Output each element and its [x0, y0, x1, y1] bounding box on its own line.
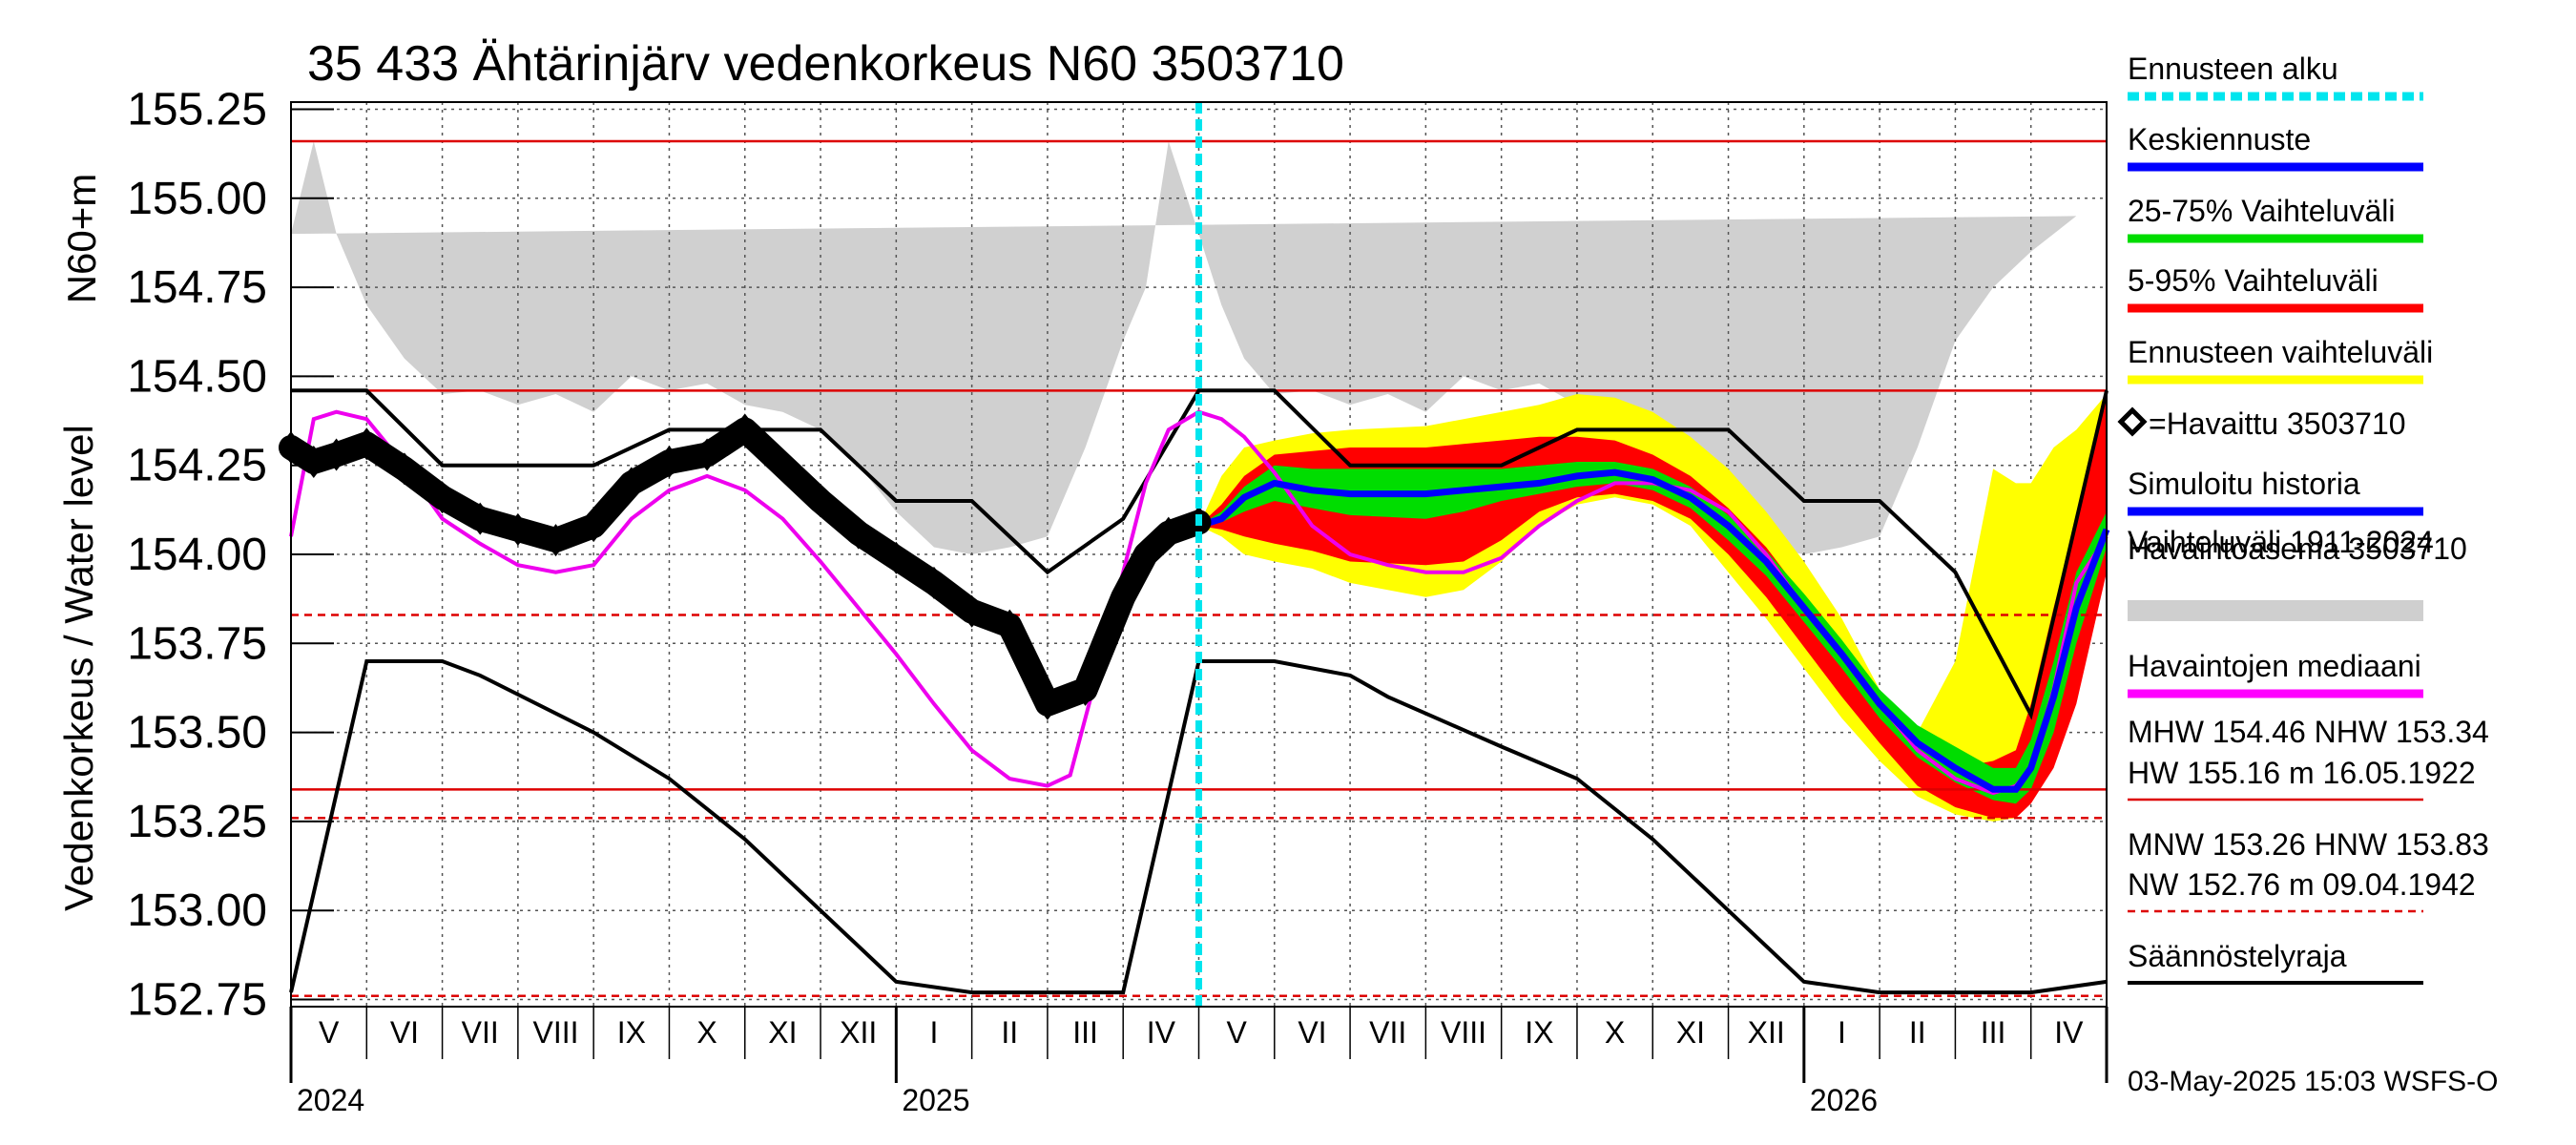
- observed-point: [770, 448, 796, 482]
- month-label: XI: [768, 1015, 797, 1050]
- month-label: V: [319, 1015, 340, 1050]
- x-axis: V VI VII VIII IX X XI XII I II III IV V VI VII VIII IX X X…: [289, 1006, 2109, 1117]
- observed-point: [391, 452, 417, 486]
- plot-area: [279, 101, 2110, 1008]
- month-label: VI: [390, 1015, 419, 1050]
- observed-point: [732, 413, 758, 447]
- legend-label: Simuloitu historia: [2128, 467, 2360, 501]
- month-label: I: [1838, 1015, 1846, 1050]
- month-label: XII: [840, 1015, 877, 1050]
- observed-point: [301, 445, 326, 478]
- observed-point: [429, 481, 455, 514]
- observed-point: [1111, 580, 1136, 614]
- observed-point: [467, 502, 493, 535]
- y-tick-label: 155.25: [127, 84, 267, 135]
- band-25-75: [1198, 462, 2107, 804]
- month-label: IV: [2054, 1015, 2084, 1050]
- observed-point: [1072, 673, 1098, 706]
- legend-label: Ennusteen vaihteluväli: [2128, 335, 2433, 369]
- observed-point: [808, 485, 834, 518]
- statistics-panel: MHW 154.46 NHW 153.34 HW 155.16 m 16.05.…: [2128, 715, 2489, 985]
- month-label: I: [930, 1015, 939, 1050]
- month-label: VII: [462, 1015, 499, 1050]
- year-label: 2024: [297, 1083, 364, 1117]
- mean-forecast-line: [1197, 468, 2110, 793]
- y-axis-label: Vedenkorkeus / Water level: [56, 425, 101, 911]
- y-tick-label: 154.00: [127, 530, 267, 580]
- observed-point: [1155, 516, 1181, 550]
- observed-point: [921, 566, 946, 599]
- legend-diamond: [2117, 406, 2148, 437]
- y-axis-unit: N60+m: [59, 174, 104, 304]
- observed-point: [505, 512, 530, 546]
- legend-label: Keskiennuste: [2128, 122, 2311, 156]
- legend-label: Havaintojen mediaani: [2128, 649, 2421, 683]
- observed-point: [997, 609, 1023, 642]
- year-label: 2026: [1810, 1083, 1878, 1117]
- stats-line-4: NW 152.76 m 09.04.1942: [2128, 867, 2476, 902]
- legend-label: =Havaittu 3503710: [2149, 406, 2406, 441]
- month-label: III: [1072, 1015, 1098, 1050]
- month-label: XII: [1748, 1015, 1785, 1050]
- stats-line-3: MNW 153.26 HNW 153.83: [2128, 827, 2489, 862]
- observed-point: [845, 516, 871, 550]
- y-tick-label: 155.00: [127, 174, 267, 224]
- observed-point: [959, 594, 985, 628]
- chart-title: 35 433 Ähtärinjärv vedenkorkeus N60 3503…: [307, 36, 1344, 92]
- y-tick-label: 153.25: [127, 797, 267, 847]
- y-tick-label: 154.50: [127, 351, 267, 402]
- stats-regulation-label: Säännöstelyraja: [2128, 939, 2347, 973]
- legend-label: Ennusteen alku: [2128, 52, 2338, 86]
- observed-point: [543, 524, 569, 557]
- month-label: III: [1981, 1015, 2006, 1050]
- month-label: IX: [617, 1015, 646, 1050]
- observed-point: [695, 438, 720, 471]
- month-label: IX: [1525, 1015, 1553, 1050]
- stats-line-1: MHW 154.46 NHW 153.34: [2128, 715, 2489, 749]
- observed-point: [883, 541, 909, 574]
- y-tick-label: 154.25: [127, 441, 267, 491]
- month-label: VIII: [1441, 1015, 1486, 1050]
- observed-point: [1132, 538, 1158, 571]
- observed-point: [618, 467, 644, 500]
- legend: Havaintoasema 3503710 Ennusteen alku Kesk…: [2117, 52, 2467, 698]
- month-label: IV: [1147, 1015, 1176, 1050]
- observed-point: [656, 445, 682, 478]
- historical-range-band: [291, 141, 2077, 554]
- month-label: XI: [1676, 1015, 1705, 1050]
- observed-point: [1034, 687, 1060, 720]
- year-label: 2025: [902, 1083, 969, 1117]
- observed-point: [354, 427, 380, 461]
- month-label: II: [1001, 1015, 1018, 1050]
- legend-label: 25-75% Vaihteluväli: [2128, 194, 2395, 228]
- legend-band-label-2: Havaintoasema 3503710: [2128, 531, 2467, 566]
- y-tick-label: 153.00: [127, 885, 267, 936]
- month-label: X: [696, 1015, 717, 1050]
- y-tick-label: 152.75: [127, 975, 267, 1026]
- month-label: VIII: [533, 1015, 579, 1050]
- observed-point: [323, 438, 349, 471]
- legend-label: Vaihteluväli 1911-2024: [2128, 525, 2434, 559]
- legend-label: 5-95% Vaihteluväli: [2128, 263, 2379, 298]
- y-axis: 155.25 155.00 154.75 154.50 154.25 154.00 153.…: [127, 84, 334, 1026]
- y-tick-label: 153.50: [127, 708, 267, 759]
- month-label: V: [1226, 1015, 1247, 1050]
- month-label: VI: [1298, 1015, 1326, 1050]
- month-label: X: [1605, 1015, 1625, 1050]
- observed-point: [581, 510, 607, 543]
- regulation-upper-line: [291, 388, 2109, 720]
- month-label: VII: [1369, 1015, 1406, 1050]
- timestamp-footer: 03-May-2025 15:03 WSFS-O: [2128, 1066, 2499, 1097]
- month-label: II: [1909, 1015, 1926, 1050]
- y-tick-label: 153.75: [127, 618, 267, 669]
- y-tick-label: 154.75: [127, 262, 267, 313]
- stats-line-2: HW 155.16 m 16.05.1922: [2128, 756, 2476, 790]
